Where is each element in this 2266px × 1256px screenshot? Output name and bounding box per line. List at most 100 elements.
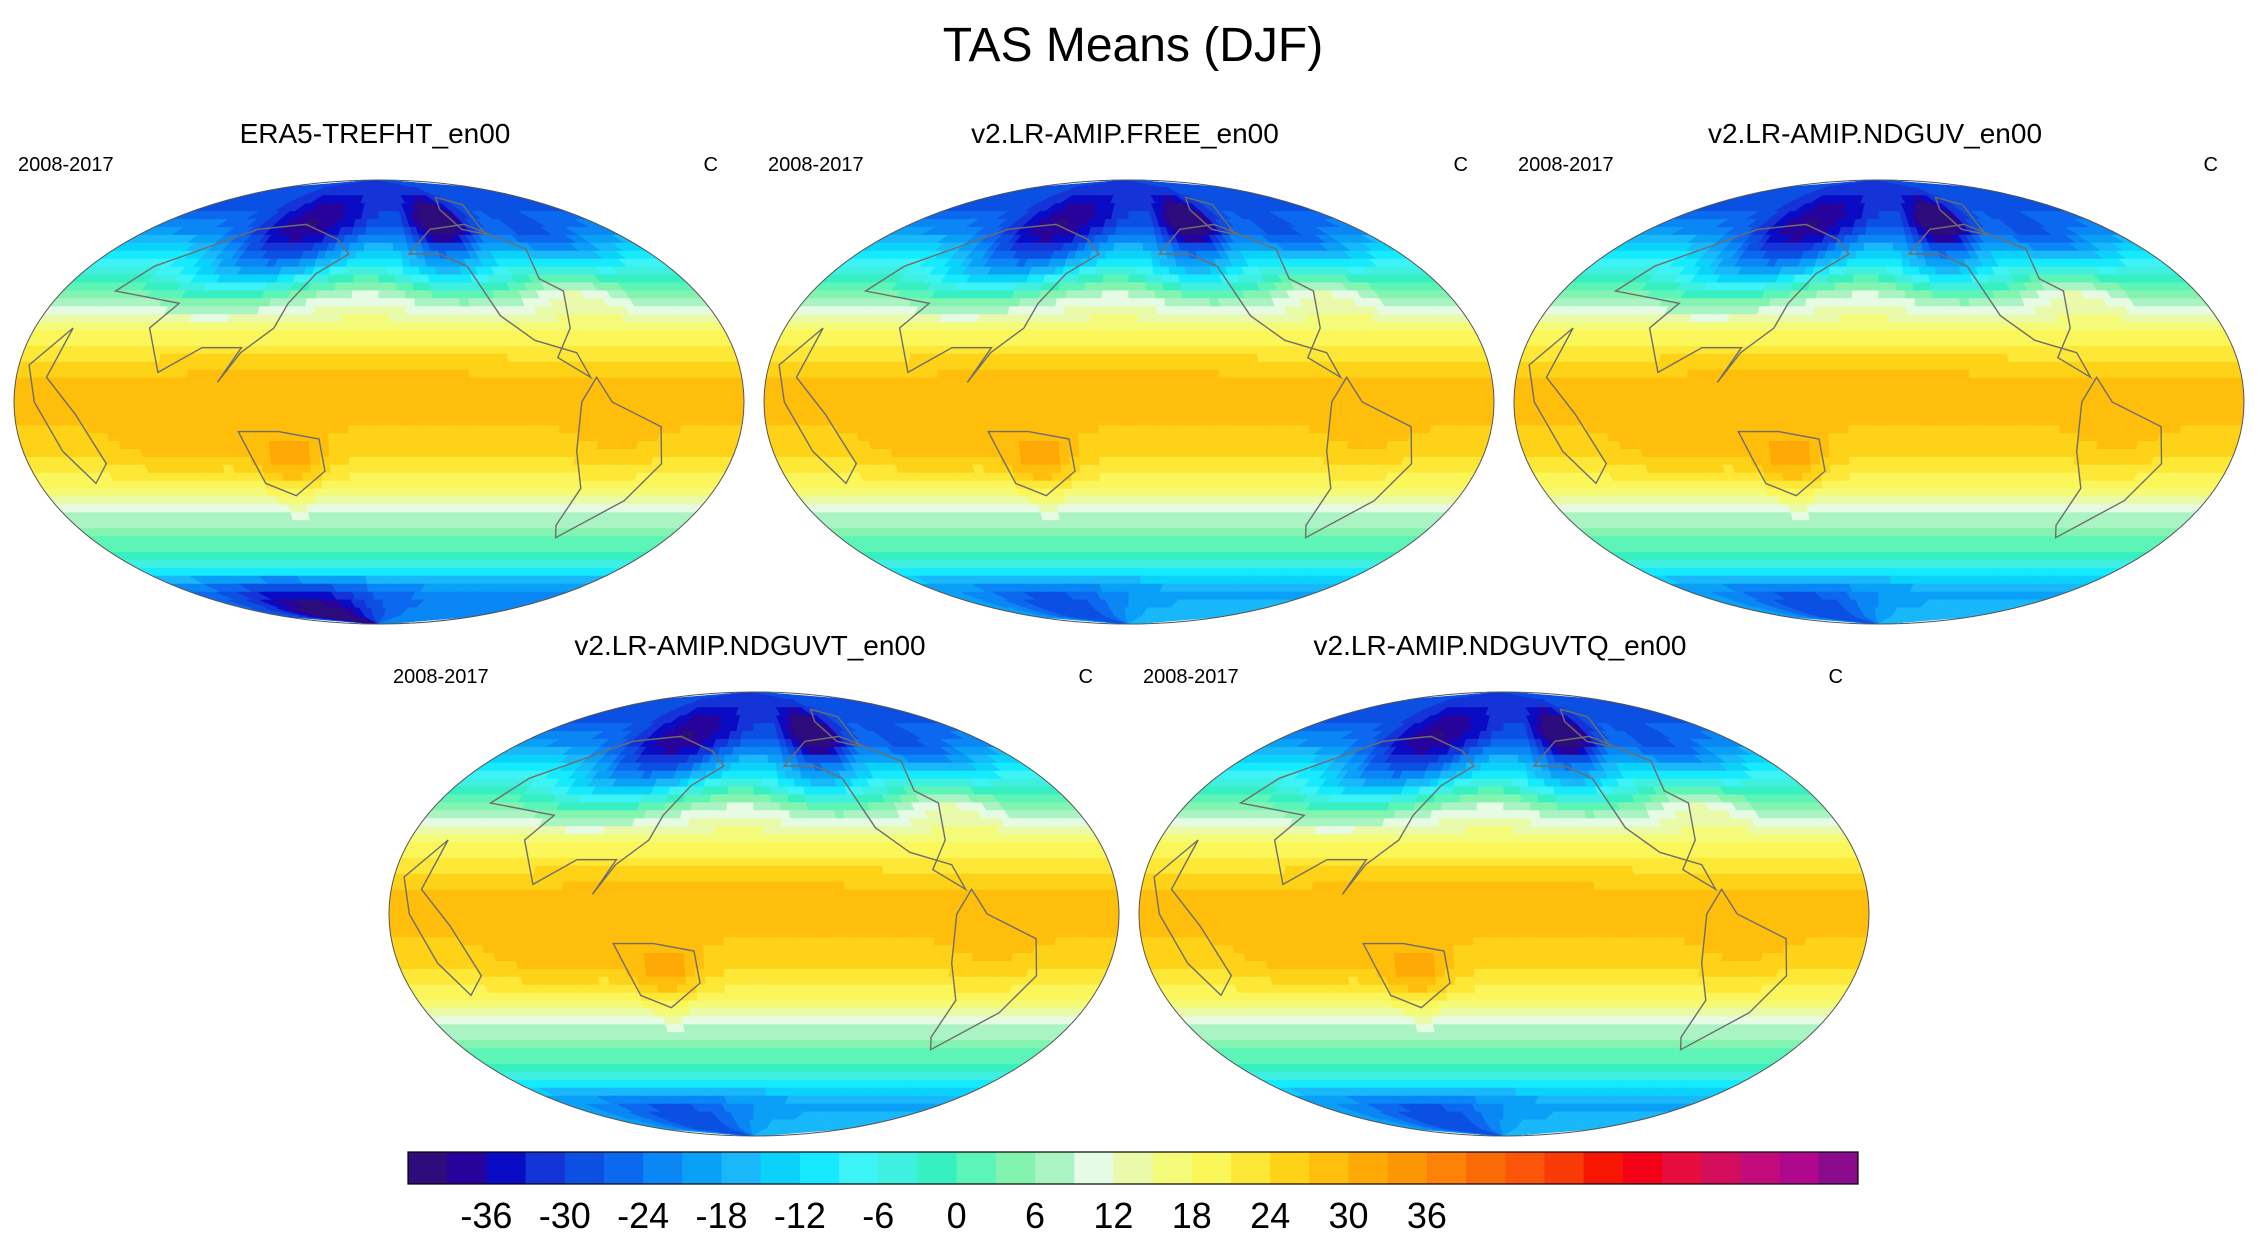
field-cell xyxy=(489,393,502,403)
field-cell xyxy=(236,385,249,395)
field-cell xyxy=(267,377,279,387)
field-cell xyxy=(351,290,363,300)
field-cell xyxy=(280,338,293,348)
field-cell xyxy=(358,417,370,427)
field-cell xyxy=(467,441,480,451)
field-cell xyxy=(478,433,491,443)
field-cell xyxy=(569,377,582,387)
field-cell xyxy=(468,425,481,435)
field-cell xyxy=(116,369,129,379)
field-cell xyxy=(499,417,512,427)
field-cell xyxy=(397,449,410,459)
field-cell xyxy=(368,361,380,371)
field-cell xyxy=(95,417,108,427)
field-cell xyxy=(358,330,371,340)
field-cell xyxy=(434,480,446,490)
field-cell xyxy=(609,425,622,435)
field-cell xyxy=(64,377,78,387)
field-cell xyxy=(414,298,426,308)
field-cell xyxy=(413,290,425,300)
field-cell xyxy=(418,401,431,411)
field-cell xyxy=(397,330,409,340)
field-cell xyxy=(458,433,470,443)
field-cell xyxy=(290,464,303,474)
field-cell xyxy=(155,417,168,427)
field-cell xyxy=(368,409,380,419)
field-cell xyxy=(352,282,363,292)
field-cell xyxy=(373,195,380,205)
field-cell xyxy=(135,393,147,403)
field-cell xyxy=(370,250,380,260)
field-cell xyxy=(358,385,370,395)
field-cell xyxy=(445,330,458,340)
field-cell xyxy=(378,385,390,395)
field-cell xyxy=(408,425,420,435)
field-cell xyxy=(428,433,440,443)
field-cell xyxy=(459,393,471,403)
field-cell xyxy=(186,417,199,427)
field-cell xyxy=(300,330,313,340)
field-cell xyxy=(358,377,370,387)
field-cell xyxy=(331,488,344,498)
field-cell xyxy=(580,401,593,411)
field-cell xyxy=(358,449,370,459)
field-cell xyxy=(499,409,512,419)
field-cell xyxy=(321,480,334,490)
field-cell xyxy=(327,409,340,419)
field-cell xyxy=(610,385,623,395)
field-cell xyxy=(386,258,396,268)
field-cell xyxy=(386,520,397,530)
field-cell xyxy=(95,377,108,387)
field-cell xyxy=(369,306,380,316)
field-cell xyxy=(256,409,269,419)
field-cell xyxy=(341,306,353,316)
field-cell xyxy=(527,433,541,443)
field-cell xyxy=(378,417,390,427)
field-cell xyxy=(281,330,294,340)
field-cell xyxy=(1111,266,1122,276)
field-cell xyxy=(712,401,725,411)
field-cell xyxy=(378,338,390,348)
field-cell xyxy=(651,409,664,419)
field-cell xyxy=(1128,242,1138,253)
field-cell xyxy=(94,409,107,419)
field-cell xyxy=(339,456,351,466)
field-cell xyxy=(488,369,501,379)
field-cell xyxy=(403,274,414,284)
field-cell xyxy=(298,361,310,371)
field-cell xyxy=(386,528,397,538)
field-cell xyxy=(378,322,390,332)
field-cell xyxy=(196,377,209,387)
field-cell xyxy=(369,274,380,284)
field-cell xyxy=(408,353,420,363)
field-cell xyxy=(370,258,380,268)
field-cell xyxy=(405,496,417,506)
field-cell xyxy=(287,401,299,411)
field-cell xyxy=(307,377,320,387)
field-cell xyxy=(176,369,189,379)
field-cell xyxy=(307,425,320,435)
field-cell xyxy=(358,338,370,348)
field-cell xyxy=(348,393,360,403)
field-cell xyxy=(106,425,119,435)
field-cell xyxy=(499,393,512,403)
field-cell xyxy=(1112,258,1122,268)
field-cell xyxy=(378,464,390,474)
field-cell xyxy=(125,385,137,395)
field-cell xyxy=(355,250,365,260)
field-cell xyxy=(631,393,644,403)
field-cell xyxy=(508,369,521,379)
field-cell xyxy=(196,369,210,379)
field-cell xyxy=(579,425,592,435)
field-cell xyxy=(417,345,430,355)
field-cell xyxy=(217,433,231,443)
field-cell xyxy=(246,385,259,395)
field-cell xyxy=(1128,266,1138,276)
field-cell xyxy=(145,393,157,403)
field-cell xyxy=(368,480,380,490)
field-cell xyxy=(350,298,362,308)
field-cell xyxy=(388,449,400,459)
field-cell xyxy=(455,330,468,340)
field-cell xyxy=(671,409,684,419)
field-cell xyxy=(498,361,511,371)
